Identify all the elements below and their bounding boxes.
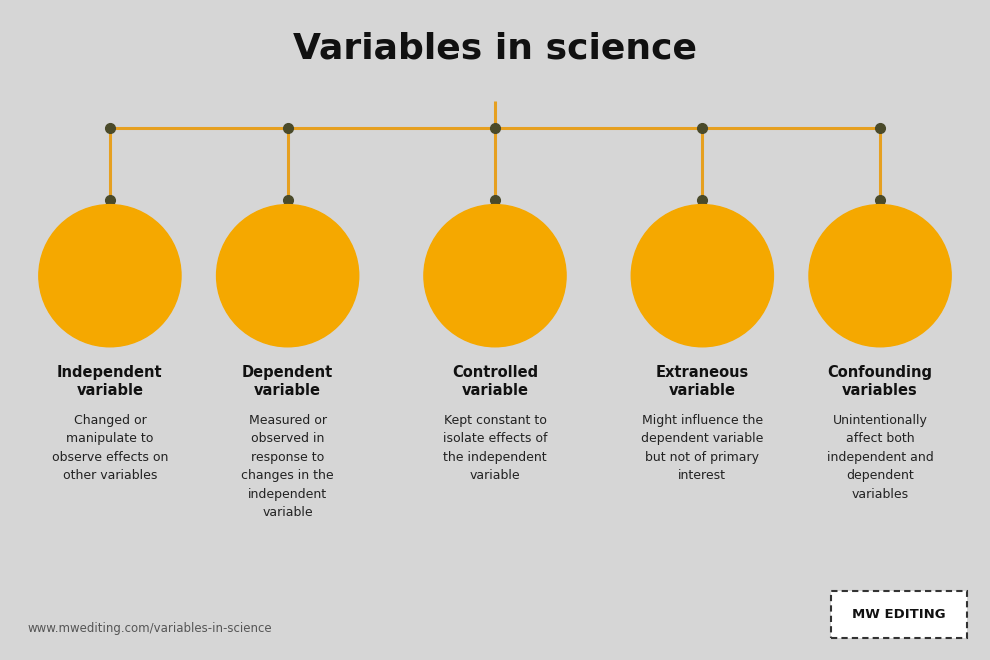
Text: Measured or
observed in
response to
changes in the
independent
variable: Measured or observed in response to chan…: [242, 414, 334, 519]
Text: Kept constant to
isolate effects of
the independent
variable: Kept constant to isolate effects of the …: [443, 414, 547, 482]
Text: Might influence the
dependent variable
but not of primary
interest: Might influence the dependent variable b…: [642, 414, 763, 482]
Text: Controlled
variable: Controlled variable: [452, 364, 538, 398]
Bar: [115, 276, 119, 296]
Text: Unintentionally
affect both
independent and
dependent
variables: Unintentionally affect both independent …: [827, 414, 934, 501]
Text: Changed or
manipulate to
observe effects on
other variables: Changed or manipulate to observe effects…: [51, 414, 168, 482]
Circle shape: [39, 205, 181, 346]
Text: Extraneous
variable: Extraneous variable: [655, 364, 749, 398]
Circle shape: [809, 205, 951, 346]
FancyBboxPatch shape: [831, 591, 967, 638]
Text: Independent
variable: Independent variable: [57, 364, 162, 398]
Text: Confounding
variables: Confounding variables: [828, 364, 933, 398]
Circle shape: [217, 205, 358, 346]
Bar: [92, 269, 96, 296]
Circle shape: [424, 205, 566, 346]
Text: www.mwediting.com/variables-in-science: www.mwediting.com/variables-in-science: [28, 622, 272, 635]
Text: Dependent
variable: Dependent variable: [242, 364, 334, 398]
Text: MW EDITING: MW EDITING: [852, 608, 945, 621]
Text: Variables in science: Variables in science: [293, 32, 697, 65]
Bar: [104, 257, 109, 296]
Circle shape: [632, 205, 773, 346]
